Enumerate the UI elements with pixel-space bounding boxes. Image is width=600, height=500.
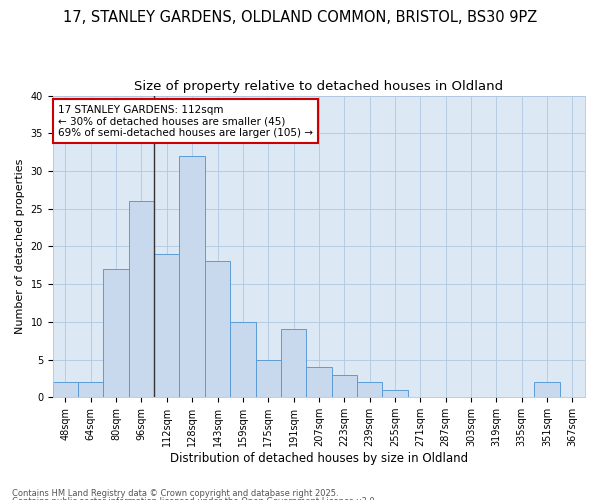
- Bar: [205, 262, 230, 397]
- Bar: [129, 201, 154, 397]
- Bar: [154, 254, 179, 397]
- Y-axis label: Number of detached properties: Number of detached properties: [15, 158, 25, 334]
- Bar: [230, 322, 256, 397]
- Bar: [332, 374, 357, 397]
- Bar: [78, 382, 103, 397]
- X-axis label: Distribution of detached houses by size in Oldland: Distribution of detached houses by size …: [170, 452, 468, 465]
- Bar: [53, 382, 78, 397]
- Text: Contains public sector information licensed under the Open Government Licence v3: Contains public sector information licen…: [12, 497, 377, 500]
- Bar: [256, 360, 281, 397]
- Text: 17, STANLEY GARDENS, OLDLAND COMMON, BRISTOL, BS30 9PZ: 17, STANLEY GARDENS, OLDLAND COMMON, BRI…: [63, 10, 537, 25]
- Text: Contains HM Land Registry data © Crown copyright and database right 2025.: Contains HM Land Registry data © Crown c…: [12, 488, 338, 498]
- Title: Size of property relative to detached houses in Oldland: Size of property relative to detached ho…: [134, 80, 503, 93]
- Bar: [357, 382, 382, 397]
- Bar: [103, 269, 129, 397]
- Bar: [179, 156, 205, 397]
- Bar: [535, 382, 560, 397]
- Bar: [281, 330, 306, 397]
- Bar: [306, 367, 332, 397]
- Text: 17 STANLEY GARDENS: 112sqm
← 30% of detached houses are smaller (45)
69% of semi: 17 STANLEY GARDENS: 112sqm ← 30% of deta…: [58, 104, 313, 138]
- Bar: [382, 390, 407, 397]
